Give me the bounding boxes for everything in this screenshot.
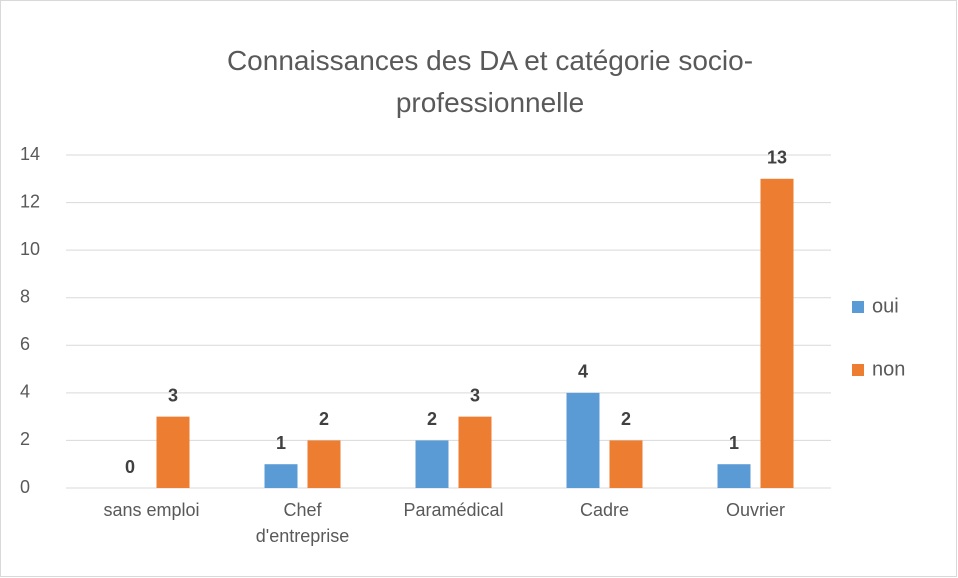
data-label: 1 (729, 433, 739, 453)
legend-label: oui (872, 295, 899, 317)
bar (307, 440, 341, 488)
data-label: 2 (621, 409, 631, 429)
bar (717, 464, 751, 488)
data-label: 13 (767, 148, 787, 168)
y-tick-label: 14 (20, 144, 40, 164)
data-label: 0 (125, 457, 135, 477)
x-tick-label: sans emploi (103, 500, 200, 520)
y-tick-label: 6 (20, 334, 30, 354)
data-label: 4 (578, 362, 588, 382)
y-tick-label: 12 (20, 191, 40, 211)
data-label: 2 (427, 409, 437, 429)
y-tick-label: 8 (20, 286, 30, 306)
chart-title: Connaissances des DA et catégorie socio-… (226, 45, 754, 118)
bar (760, 178, 794, 489)
data-label: 1 (276, 433, 286, 453)
bar (264, 464, 298, 488)
data-label: 3 (168, 385, 178, 405)
bar (415, 440, 449, 488)
bar (609, 440, 643, 488)
y-tick-label: 0 (20, 477, 30, 497)
bar (156, 416, 190, 488)
y-tick-label: 2 (20, 429, 30, 449)
legend-swatch (852, 301, 864, 313)
y-tick-label: 4 (20, 382, 30, 402)
data-label: 3 (470, 385, 480, 405)
x-tick-label: Cadre (579, 500, 630, 520)
bar (458, 416, 492, 488)
x-tick-label: Paramédical (403, 500, 504, 520)
x-tick-label: Chef d'entreprise (255, 500, 350, 546)
bar (566, 392, 600, 488)
legend-label: non (872, 358, 905, 380)
data-label: 2 (319, 409, 329, 429)
legend-swatch (852, 364, 864, 376)
y-tick-label: 10 (20, 239, 40, 259)
x-tick-label: Ouvrier (725, 500, 785, 520)
